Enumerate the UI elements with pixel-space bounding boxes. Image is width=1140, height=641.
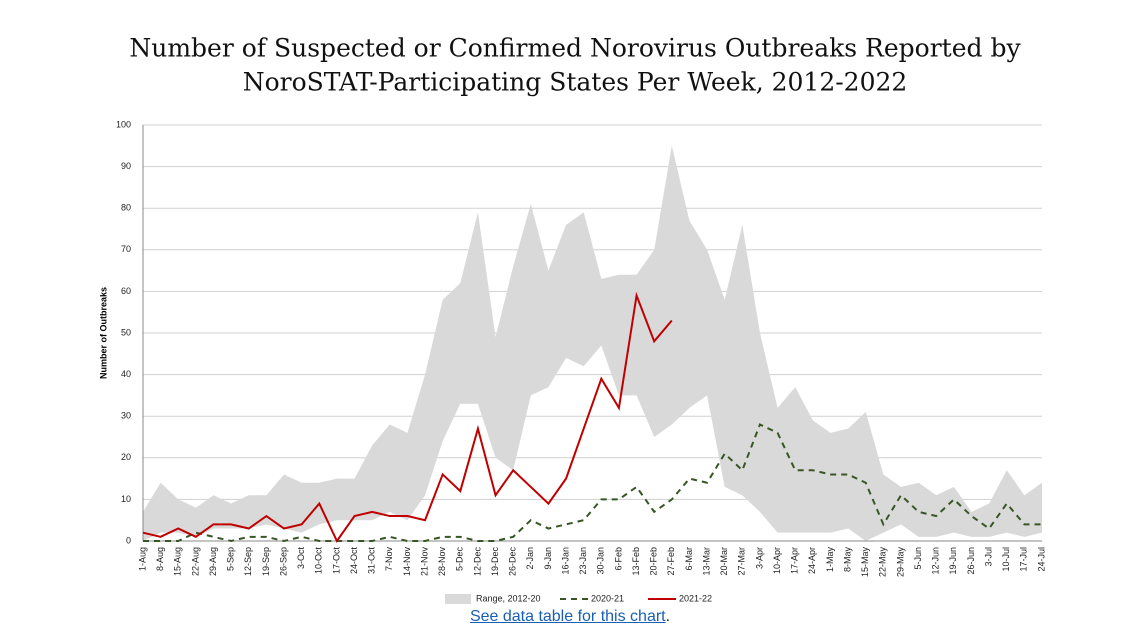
x-tick-label: 17-Oct [331,547,341,575]
x-tick-label: 29-Aug [208,547,218,576]
x-tick-label: 29-May [895,547,905,578]
x-tick-label: 10-Apr [772,547,782,574]
link-suffix: . [665,608,671,625]
x-tick-label: 6-Mar [684,547,694,571]
x-tick-label: 13-Mar [701,547,711,576]
x-tick-label: 3-Apr [754,547,764,569]
legend-label: 2020-21 [591,593,624,603]
x-tick-label: 23-Jan [578,547,588,575]
x-tick-label: 8-May [842,547,852,573]
x-tick-label: 10-Jul [1001,547,1011,572]
x-tick-label: 6-Feb [613,547,623,571]
x-tick-label: 10-Oct [314,547,324,575]
x-tick-label: 22-Aug [190,547,200,576]
x-tick-label: 24-Jul [1036,547,1046,572]
x-tick-label: 1-May [825,547,835,573]
x-tick-label: 24-Apr [807,547,817,574]
y-tick-label: 10 [121,494,131,504]
y-tick-label: 80 [121,203,131,213]
legend-label: Range, 2012-20 [476,593,541,603]
x-tick-label: 3-Oct [296,547,306,570]
x-tick-label: 17-Jul [1019,547,1029,572]
y-tick-label: 90 [121,161,131,171]
x-tick-label: 21-Nov [419,547,429,577]
x-tick-label: 30-Jan [596,547,606,575]
data-table-link[interactable]: See data table for this chart [469,608,666,625]
x-tick-label: 22-May [878,547,888,578]
x-tick-label: 26-Dec [508,547,518,577]
x-tick-label: 3-Jul [983,547,993,567]
x-tick-label: 5-Jun [913,547,923,570]
x-tick-label: 26-Jun [966,547,976,575]
chart-title: Number of Suspected or Confirmed Norovir… [129,34,1021,63]
series-line [143,423,1042,543]
y-tick-label: 20 [121,452,131,462]
y-tick-label: 30 [121,411,131,421]
x-tick-label: 28-Nov [437,547,447,577]
x-tick-label: 17-Apr [790,547,800,574]
x-tick-label: 24-Oct [349,547,359,575]
x-tick-label: 27-Mar [737,547,747,576]
chart: Number of Suspected or Confirmed Norovir… [98,34,1046,604]
x-tick-label: 31-Oct [367,547,377,575]
chart-title: NoroSTAT-Participating States Per Week, … [243,68,908,97]
x-tick-label: 16-Jan [560,547,570,575]
x-tick-label: 8-Aug [155,547,165,571]
x-tick-label: 26-Sep [278,547,288,576]
range-area [143,145,1042,542]
y-tick-label: 100 [116,119,131,129]
link-row: See data table for this chart. [0,608,1140,626]
x-tick-label: 13-Feb [631,547,641,576]
y-tick-label: 70 [121,244,131,254]
x-tick-label: 20-Mar [719,547,729,576]
y-axis-label: Number of Outbreaks [98,287,108,379]
legend-label: 2021-22 [679,593,712,603]
x-tick-label: 12-Jun [931,547,941,575]
x-tick-label: 2-Jan [525,547,535,570]
y-tick-label: 40 [121,369,131,379]
legend-swatch [445,594,471,604]
x-tick-label: 12-Sep [243,547,253,576]
y-tick-label: 0 [126,535,131,545]
x-tick-label: 5-Sep [226,547,236,571]
x-tick-label: 7-Nov [384,547,394,572]
series-line [142,291,673,543]
x-tick-label: 15-May [860,547,870,578]
x-tick-label: 15-Aug [173,547,183,576]
x-tick-label: 19-Sep [261,547,271,576]
x-tick-label: 5-Dec [455,547,465,572]
y-tick-label: 60 [121,286,131,296]
x-tick-label: 19-Jun [948,547,958,575]
x-tick-label: 14-Nov [402,547,412,577]
y-tick-label: 50 [121,327,131,337]
x-tick-label: 27-Feb [666,547,676,576]
x-tick-label: 9-Jan [543,547,553,570]
x-tick-label: 19-Dec [490,547,500,577]
x-tick-label: 20-Feb [649,547,659,576]
x-tick-label: 12-Dec [472,547,482,577]
x-tick-label: 1-Aug [137,547,147,571]
